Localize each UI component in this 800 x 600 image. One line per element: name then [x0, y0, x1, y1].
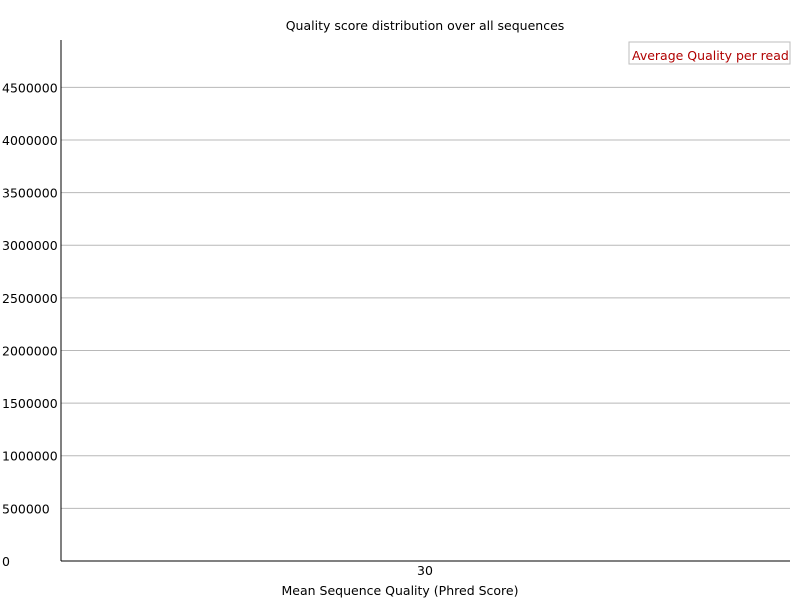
legend-box — [628, 41, 791, 65]
x-axis-label: Mean Sequence Quality (Phred Score) — [282, 583, 519, 598]
grid-lines — [61, 86, 790, 509]
y-tick-label: 2500000 — [2, 291, 58, 306]
y-tick-label: 4500000 — [2, 80, 58, 95]
chart-title: Quality score distribution over all sequ… — [286, 18, 565, 33]
y-tick-label: 3000000 — [2, 238, 58, 253]
y-tick-label: 2000000 — [2, 343, 58, 358]
x-axis-ticks: 30 — [417, 563, 433, 578]
y-axis-ticks: 0 500000 1000000 1500000 2000000 2500000 30000… — [2, 80, 58, 569]
legend-label: Average Quality per read — [632, 48, 789, 63]
y-tick-label: 1000000 — [2, 449, 58, 464]
y-tick-label: 0 — [2, 554, 10, 569]
y-tick-label: 500000 — [2, 501, 50, 516]
y-tick-label: 3500000 — [2, 186, 58, 201]
y-tick-label: 1500000 — [2, 396, 58, 411]
x-tick-label: 30 — [417, 563, 433, 578]
legend: Average Quality per read — [628, 41, 791, 65]
y-tick-label: 4000000 — [2, 133, 58, 148]
